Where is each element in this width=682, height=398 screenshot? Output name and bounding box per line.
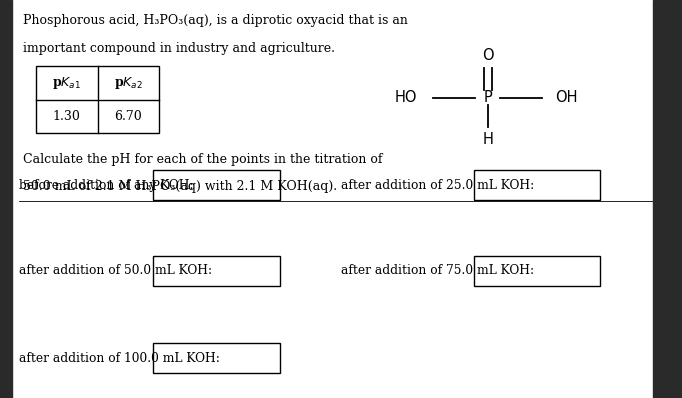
Text: O: O (481, 48, 494, 63)
FancyBboxPatch shape (474, 256, 600, 286)
FancyBboxPatch shape (153, 170, 280, 200)
Text: 50.0 mL of 2.1 M H₃PO₃(aq) with 2.1 M KOH(aq).: 50.0 mL of 2.1 M H₃PO₃(aq) with 2.1 M KO… (23, 180, 337, 193)
FancyBboxPatch shape (153, 256, 280, 286)
FancyBboxPatch shape (36, 66, 159, 133)
Text: before addition of any KOH:: before addition of any KOH: (19, 179, 194, 191)
Text: after addition of 75.0 mL KOH:: after addition of 75.0 mL KOH: (341, 264, 534, 277)
Bar (0, 0, 12, 398)
FancyBboxPatch shape (153, 343, 280, 373)
Text: 1.30: 1.30 (53, 110, 80, 123)
Text: after addition of 50.0 mL KOH:: after addition of 50.0 mL KOH: (19, 264, 212, 277)
Text: p$\mathit{K}_{a1}$: p$\mathit{K}_{a1}$ (53, 74, 81, 91)
Text: HO: HO (395, 90, 417, 105)
FancyBboxPatch shape (474, 170, 600, 200)
Text: OH: OH (555, 90, 577, 105)
Text: 6.70: 6.70 (115, 110, 142, 123)
Text: Phosphorous acid, H₃PO₃(aq), is a diprotic oxyacid that is an: Phosphorous acid, H₃PO₃(aq), is a diprot… (23, 14, 407, 27)
Text: P: P (484, 90, 492, 105)
Text: after addition of 100.0 mL KOH:: after addition of 100.0 mL KOH: (19, 352, 220, 365)
Text: Calculate the pH for each of the points in the titration of: Calculate the pH for each of the points … (23, 153, 382, 166)
Text: important compound in industry and agriculture.: important compound in industry and agric… (23, 42, 334, 55)
Text: after addition of 25.0 mL KOH:: after addition of 25.0 mL KOH: (341, 179, 534, 191)
Text: H: H (482, 132, 493, 147)
Bar (653, 0, 682, 398)
Text: p$\mathit{K}_{a2}$: p$\mathit{K}_{a2}$ (114, 74, 143, 91)
